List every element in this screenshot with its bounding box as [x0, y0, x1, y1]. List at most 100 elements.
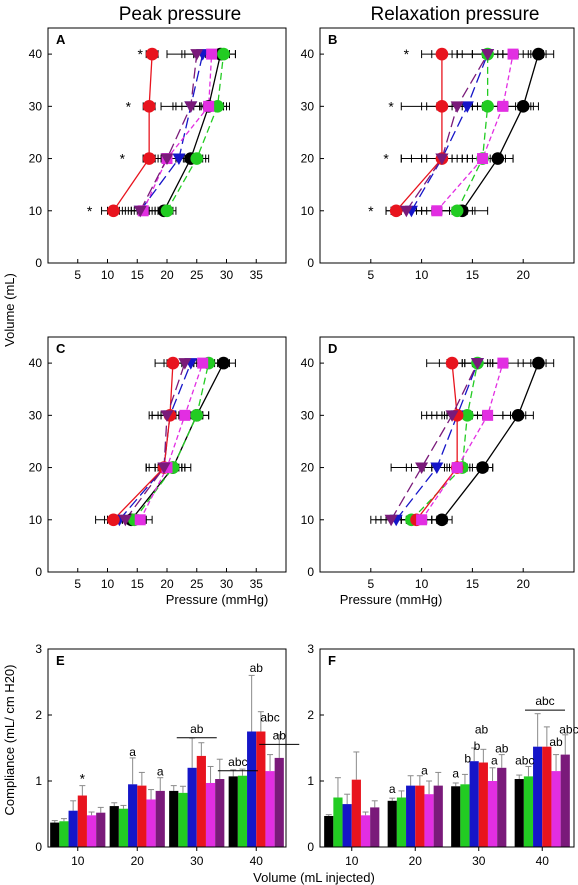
bar-green	[178, 792, 188, 847]
bar-black	[109, 806, 119, 847]
series-line-blue	[410, 53, 489, 212]
significance-star: *	[80, 771, 86, 787]
bar-red	[137, 785, 147, 847]
series-line-black	[163, 53, 222, 212]
x-tick-label: 30	[220, 268, 234, 282]
y-tick-label: 20	[301, 461, 315, 475]
series-line-blue	[395, 362, 479, 521]
data-point-green	[217, 47, 230, 61]
significance-letter: abc	[535, 694, 554, 708]
y-tick-label: 30	[301, 408, 315, 422]
data-point-magenta	[416, 514, 428, 526]
data-point-magenta	[451, 462, 463, 474]
series-line-purple	[390, 362, 479, 521]
data-point-purple	[445, 410, 459, 422]
data-point-black	[491, 152, 505, 165]
series-line-red	[112, 363, 174, 521]
y-tick-label: 0	[307, 256, 314, 270]
data-point-blue	[172, 153, 186, 166]
significance-letter: b	[464, 752, 471, 766]
y-tick-label: 3	[35, 642, 42, 656]
significance-letter: abc	[559, 722, 578, 736]
bar-purple	[370, 807, 380, 847]
x-tick-label: 20	[160, 268, 174, 282]
significance-letter: a	[452, 767, 459, 781]
x-tick-label: 5	[74, 268, 81, 282]
data-point-magenta	[134, 514, 146, 526]
x-tick-label: 10	[71, 854, 85, 868]
significance-letter: ab	[190, 722, 204, 736]
panel-e: E 0 1 2 3 10 20 30 40 * a a ab abc ab abc ab	[35, 642, 300, 868]
x-tick-label: 30	[190, 854, 204, 868]
bar-red	[77, 795, 87, 847]
data-point-purple	[190, 49, 204, 61]
data-point-magenta	[179, 409, 191, 421]
data-point-blue	[430, 462, 444, 475]
x-tick-label: 20	[160, 577, 174, 591]
data-point-purple	[470, 358, 484, 370]
data-point-green	[450, 204, 464, 218]
y-tick-label: 3	[307, 642, 314, 656]
data-point-black	[476, 461, 489, 474]
bar-purple	[215, 779, 225, 847]
data-point-magenta	[431, 205, 443, 217]
series-line-green	[410, 362, 479, 521]
y-tick-label: 0	[35, 256, 42, 270]
bar-purple	[433, 785, 443, 847]
line-y-axis-label: Volume (mL)	[2, 273, 17, 347]
bar-purple	[155, 790, 165, 847]
data-point-green	[481, 100, 494, 113]
panel-label: D	[328, 341, 337, 356]
bar-blue	[342, 804, 352, 847]
plot-frame	[319, 336, 575, 573]
significance-letter: a	[491, 754, 498, 768]
y-tick-label: 10	[29, 513, 43, 527]
significance-star: *	[120, 151, 126, 167]
data-point-purple	[415, 462, 429, 475]
bar-black	[451, 786, 461, 847]
data-point-black	[532, 356, 545, 370]
bar-green	[460, 784, 470, 847]
x-tick-label: 20	[517, 268, 531, 282]
bar-black	[50, 822, 60, 847]
panel-label: F	[328, 653, 336, 668]
panel-d: D 0 10 20 30 40 5 10 15 20 Pressure (mmHg)	[301, 336, 575, 607]
series-line-red	[395, 54, 443, 212]
y-tick-label: 40	[29, 356, 43, 370]
panel-label: A	[56, 32, 66, 47]
series-line-green	[456, 54, 489, 212]
x-tick-label: 25	[190, 577, 204, 591]
y-tick-label: 0	[35, 840, 42, 854]
data-point-red	[166, 356, 180, 370]
data-point-magenta	[203, 100, 215, 112]
y-tick-label: 20	[29, 461, 43, 475]
x-tick-label: 10	[415, 268, 429, 282]
data-point-magenta	[497, 100, 509, 112]
significance-letter: b	[474, 739, 481, 753]
data-point-magenta	[507, 48, 519, 60]
significance-star: *	[87, 203, 93, 219]
x-tick-label: 25	[190, 268, 204, 282]
data-point-black	[511, 409, 525, 422]
bar-black	[324, 815, 334, 847]
data-point-red	[145, 47, 159, 61]
x-axis-label: Pressure (mmHg)	[166, 592, 269, 607]
data-point-green	[190, 409, 204, 422]
bar-magenta	[424, 794, 434, 847]
x-tick-label: 30	[220, 577, 234, 591]
data-point-purple	[184, 101, 198, 113]
significance-letter: ab	[273, 728, 287, 742]
data-point-magenta	[197, 357, 209, 369]
x-axis-label: Pressure (mmHg)	[340, 592, 443, 607]
data-point-black	[516, 100, 530, 113]
y-tick-label: 0	[35, 565, 42, 579]
series-line-blue	[139, 53, 204, 212]
series-line-green	[166, 54, 225, 212]
bar-magenta	[487, 781, 498, 847]
significance-star: *	[126, 98, 132, 114]
significance-star: *	[137, 46, 143, 62]
panel-a: A 0 10 20 30 40 5 10 15 20 25 30 35 * * * *	[29, 27, 287, 282]
data-point-black	[217, 356, 230, 370]
x-tick-label: 35	[250, 268, 264, 282]
y-tick-label: 30	[301, 99, 315, 113]
